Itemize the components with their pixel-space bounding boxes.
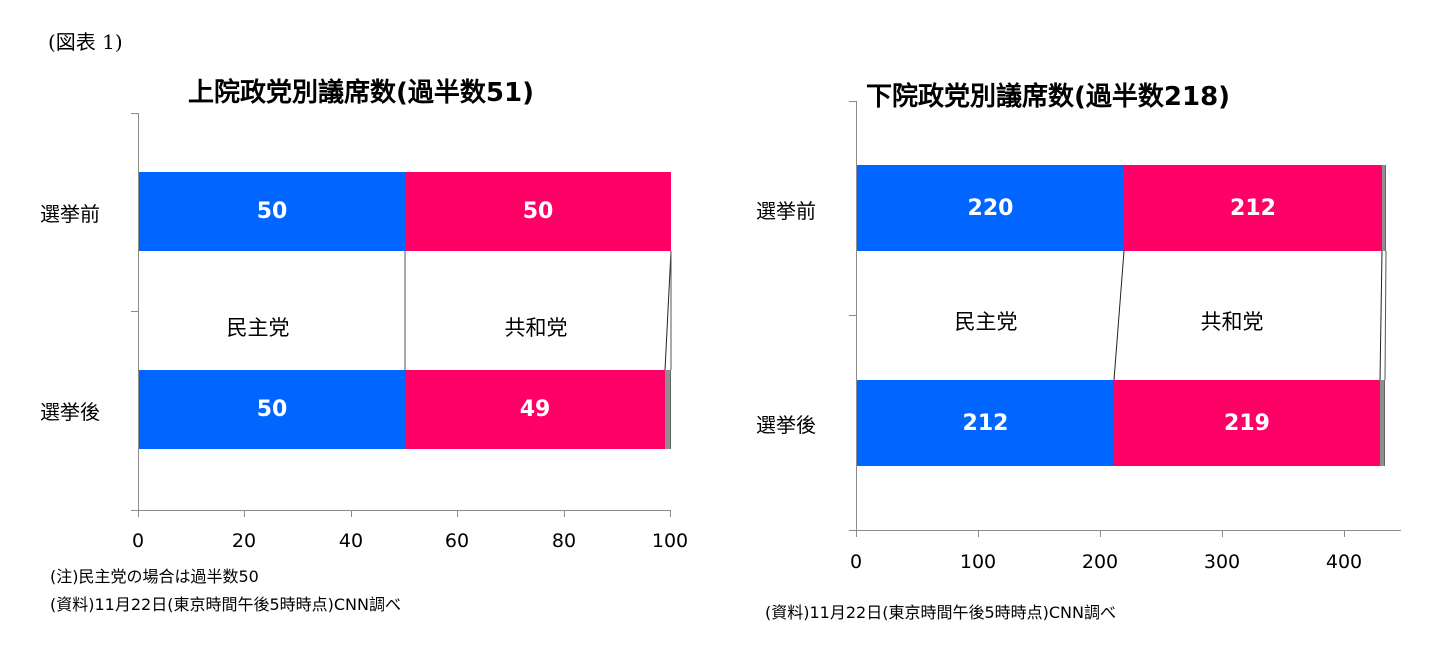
senate-x-tick <box>351 510 352 517</box>
house-x-axis <box>849 530 1401 531</box>
bar-value-label: 50 <box>522 199 554 224</box>
house-bar-after-other <box>1380 380 1385 466</box>
house-category-before: 選挙前 <box>756 199 816 223</box>
senate-x-tick-label: 80 <box>551 530 577 552</box>
senate-x-tick-label: 40 <box>338 530 364 552</box>
senate-bar-before-republican: 50 <box>405 172 671 251</box>
senate-x-axis <box>131 510 671 511</box>
senate-x-tick <box>564 510 565 517</box>
house-x-tick-label: 400 <box>1325 551 1363 573</box>
house-source: (資料)11月22日(東京時間午後5時時点)CNN調べ <box>765 603 1116 622</box>
senate-x-tick <box>244 510 245 517</box>
senate-chart-title: 上院政党別議席数(過半数51) <box>188 78 534 108</box>
bar-value-label: 220 <box>967 195 1014 221</box>
house-x-tick-label: 0 <box>849 551 863 573</box>
senate-y-axis <box>138 113 139 511</box>
senate-bar-after-republican: 49 <box>405 370 665 449</box>
senate-category-after: 選挙後 <box>40 400 100 424</box>
house-x-tick <box>1222 530 1223 537</box>
bar-value-label: 212 <box>1230 195 1276 221</box>
house-x-tick <box>1344 530 1345 537</box>
house-bar-after-democrat: 212 <box>857 380 1114 466</box>
senate-x-tick-label: 100 <box>651 530 689 552</box>
bar-value-label: 50 <box>256 199 288 224</box>
house-x-tick <box>1100 530 1101 537</box>
house-party-label-democrat: 民主党 <box>954 310 1018 334</box>
senate-party-label-republican: 共和党 <box>504 316 568 340</box>
senate-bar-after-other <box>665 370 671 449</box>
house-category-after: 選挙後 <box>756 413 816 437</box>
house-party-label-republican: 共和党 <box>1200 310 1264 334</box>
house-bar-before-republican: 212 <box>1124 165 1382 251</box>
senate-y-tick <box>131 311 138 312</box>
house-x-tick-label: 300 <box>1203 551 1241 573</box>
senate-x-tick <box>138 510 139 517</box>
senate-x-tick <box>670 510 671 517</box>
house-y-axis <box>856 101 857 531</box>
bar-value-label: 212 <box>962 410 1009 436</box>
house-bar-before-democrat: 220 <box>857 165 1124 251</box>
house-x-tick <box>978 530 979 537</box>
figure-label: (図表 1) <box>48 30 123 54</box>
senate-bar-before-democrat: 50 <box>139 172 405 251</box>
senate-x-tick-label: 60 <box>444 530 470 552</box>
bar-value-label: 50 <box>256 397 288 422</box>
senate-x-tick-label: 20 <box>231 530 257 552</box>
bar-value-label: 219 <box>1224 410 1270 436</box>
house-bar-before-other <box>1382 165 1386 251</box>
senate-note: (注)民主党の場合は過半数50 <box>50 567 259 586</box>
house-chart-title: 下院政党別議席数(過半数218) <box>866 82 1231 112</box>
house-x-tick-label: 100 <box>959 551 997 573</box>
house-y-tick <box>849 315 856 316</box>
house-x-tick-label: 200 <box>1081 551 1119 573</box>
house-x-tick <box>856 530 857 537</box>
senate-bar-after-democrat: 50 <box>139 370 405 449</box>
senate-source: (資料)11月22日(東京時間午後5時時点)CNN調べ <box>50 595 401 614</box>
senate-x-tick <box>457 510 458 517</box>
bar-value-label: 49 <box>519 397 551 422</box>
senate-category-before: 選挙前 <box>40 202 100 226</box>
house-y-tick <box>849 101 856 102</box>
senate-x-tick-label: 0 <box>131 530 145 552</box>
senate-party-label-democrat: 民主党 <box>226 316 290 340</box>
house-bar-after-republican: 219 <box>1114 380 1380 466</box>
senate-y-tick <box>131 113 138 114</box>
